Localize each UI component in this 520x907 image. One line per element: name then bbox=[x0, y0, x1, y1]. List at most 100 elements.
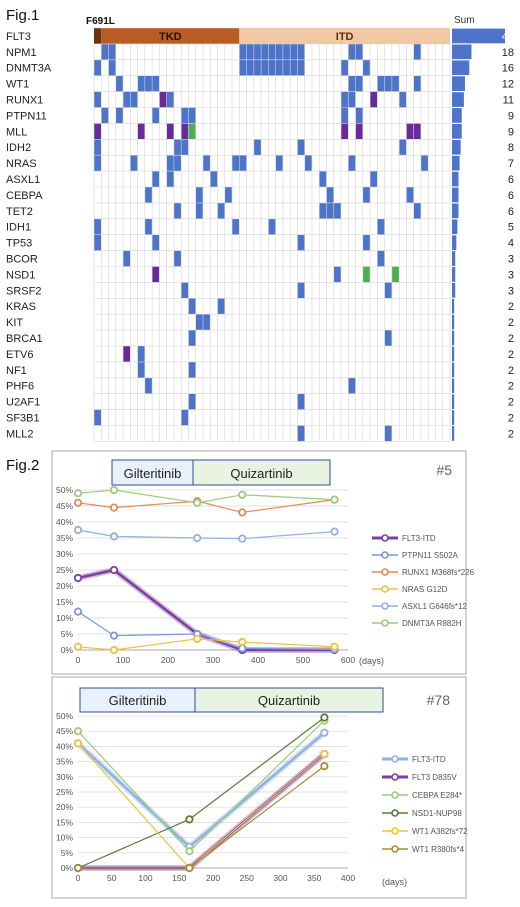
data-point bbox=[185, 863, 194, 873]
y-tick-label: 40% bbox=[56, 517, 73, 527]
sum-bar bbox=[452, 283, 456, 298]
data-point bbox=[185, 847, 194, 856]
gene-label: U2AF1 bbox=[6, 397, 40, 409]
phase-gilteritinib bbox=[111, 459, 194, 486]
mutation-cell bbox=[159, 91, 167, 108]
mutation-cell bbox=[355, 123, 363, 140]
sum-value: 9 bbox=[508, 126, 514, 138]
mutation-cell bbox=[239, 43, 305, 60]
sum-value: 2 bbox=[508, 365, 514, 377]
sum-bar bbox=[452, 314, 455, 330]
gene-label: TET2 bbox=[6, 206, 33, 218]
x-tick-label: 200 bbox=[161, 655, 175, 665]
sum-header: Sum bbox=[454, 15, 475, 26]
mutation-cell bbox=[253, 139, 262, 156]
data-point bbox=[320, 713, 329, 722]
mutation-cell bbox=[217, 202, 225, 219]
legend-label: WT1 R380fs*4 bbox=[412, 845, 465, 854]
gene-label: IDH2 bbox=[6, 142, 31, 154]
panel-frame bbox=[51, 450, 467, 675]
data-point bbox=[185, 815, 194, 824]
sum-bar bbox=[452, 124, 462, 139]
y-tick-label: 35% bbox=[56, 757, 73, 767]
x-tick-label: 0 bbox=[76, 655, 81, 665]
sum-value: 7 bbox=[508, 158, 514, 170]
mutation-cell bbox=[377, 75, 400, 92]
mutation-cell bbox=[101, 107, 109, 124]
mutation-cell bbox=[297, 139, 305, 156]
data-point bbox=[73, 573, 83, 583]
sum-bar bbox=[452, 60, 470, 76]
mutation-cell bbox=[384, 425, 392, 442]
legend-label: DNMT3A R882H bbox=[402, 619, 462, 628]
y-tick-label: 25% bbox=[56, 565, 73, 575]
legend-swatch-marker bbox=[381, 534, 389, 542]
y-tick-label: 40% bbox=[56, 741, 73, 751]
sum-value: 2 bbox=[508, 349, 514, 361]
phase-label-quizartinib: Quizartinib bbox=[258, 693, 320, 708]
sum-bar bbox=[452, 298, 455, 314]
mutation-cell bbox=[173, 250, 182, 267]
mutation-cell bbox=[362, 187, 371, 203]
gene-label: WT1 bbox=[6, 79, 29, 91]
itd-label: ITD bbox=[336, 31, 354, 43]
mutation-cell bbox=[108, 59, 116, 76]
mutation-cell bbox=[239, 59, 305, 76]
gene-label: ETV6 bbox=[6, 349, 34, 361]
y-tick-label: 20% bbox=[56, 802, 73, 812]
mutation-cell bbox=[355, 43, 363, 60]
phase-quizartinib bbox=[194, 687, 384, 713]
sum-bar bbox=[452, 251, 456, 266]
mutation-cell bbox=[115, 75, 124, 92]
sum-value: 2 bbox=[508, 428, 514, 440]
y-tick-label: 15% bbox=[56, 597, 73, 607]
sum-value: 9 bbox=[508, 110, 514, 122]
mutation-cell bbox=[166, 91, 174, 108]
data-point bbox=[73, 642, 83, 651]
sum-value: 6 bbox=[508, 190, 514, 202]
sum-bar bbox=[452, 267, 456, 282]
sum-value: 6 bbox=[508, 174, 514, 186]
sum-value: 2 bbox=[508, 333, 514, 345]
x-tick-label: 300 bbox=[273, 873, 287, 883]
legend-swatch-marker bbox=[381, 602, 389, 610]
y-tick-label: 5% bbox=[61, 848, 74, 858]
data-point bbox=[109, 565, 119, 575]
fig1-label: Fig.1 bbox=[6, 7, 39, 24]
data-point bbox=[73, 498, 83, 507]
sum-value: 49 bbox=[502, 31, 514, 43]
sum-value: 3 bbox=[508, 254, 514, 266]
y-tick-label: 5% bbox=[61, 629, 74, 639]
legend-swatch-marker bbox=[391, 773, 399, 781]
tkd-label: TKD bbox=[159, 31, 182, 43]
mutation-cell bbox=[137, 346, 145, 362]
sum-bar bbox=[452, 219, 458, 235]
data-point bbox=[238, 637, 247, 647]
gene-label: ASXL1 bbox=[6, 174, 40, 186]
legend-swatch-marker bbox=[381, 568, 389, 576]
gene-label: BCOR bbox=[6, 254, 38, 266]
mutation-cell bbox=[188, 298, 196, 315]
data-point bbox=[330, 495, 339, 504]
x-tick-label: 300 bbox=[206, 655, 220, 665]
data-point bbox=[109, 645, 119, 655]
sum-bar bbox=[452, 203, 459, 219]
sum-value: 4 bbox=[508, 238, 514, 250]
legend-swatch-marker bbox=[391, 809, 399, 817]
mutation-cell bbox=[384, 282, 392, 299]
data-point bbox=[73, 489, 83, 498]
mutation-cell bbox=[152, 171, 160, 187]
mutation-cell bbox=[152, 107, 160, 124]
mutation-cell bbox=[341, 123, 349, 140]
mutation-cell bbox=[319, 202, 342, 219]
sum-bar bbox=[452, 139, 461, 155]
y-tick-label: 30% bbox=[56, 772, 73, 782]
legend-label: RUNX1 M368fs*226 bbox=[402, 568, 475, 577]
x-tick-label: 100 bbox=[116, 655, 130, 665]
mutation-cell bbox=[188, 330, 196, 346]
legend-label: PTPN11 S502A bbox=[402, 551, 459, 560]
mutation-cell bbox=[94, 59, 102, 76]
flt3-tkd-block bbox=[101, 28, 240, 44]
mutation-cell bbox=[413, 202, 421, 219]
